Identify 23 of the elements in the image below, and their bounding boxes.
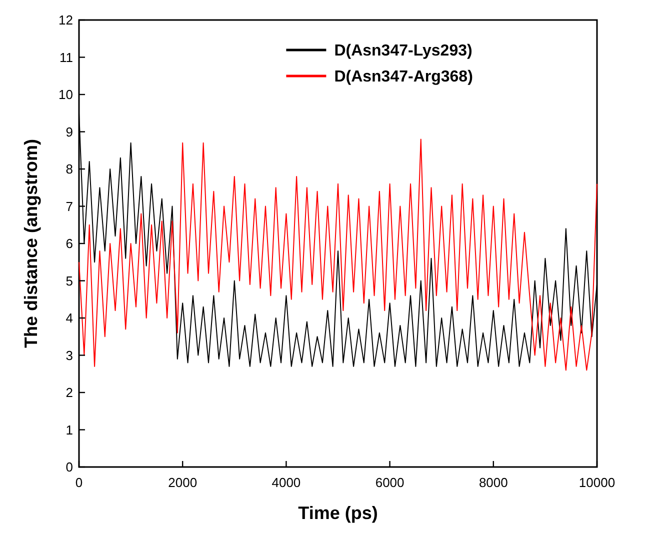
y-tick-label: 11 <box>60 50 73 65</box>
y-tick-label: 4 <box>66 310 73 326</box>
y-tick-label: 8 <box>66 162 73 177</box>
y-tick-label: 6 <box>66 236 73 252</box>
y-tick-label: 1 <box>66 422 73 438</box>
y-axis-title: The distance (angstrom) <box>21 138 41 348</box>
x-tick-label: 8000 <box>478 475 508 490</box>
y-tick-label: 2 <box>66 385 73 400</box>
x-tick-label: 2000 <box>168 475 198 490</box>
y-tick-label: 0 <box>66 460 73 475</box>
y-tick-label: 10 <box>58 87 73 102</box>
y-tick-label: 9 <box>66 124 73 140</box>
x-tick-label: 0 <box>75 475 83 490</box>
y-tick-label: 7 <box>66 198 73 214</box>
legend-label: D(Asn347-Arg368) <box>334 68 473 86</box>
legend-label: D(Asn347-Lys293) <box>334 42 472 60</box>
y-tick-label: 12 <box>58 12 73 28</box>
x-tick-label: 6000 <box>375 475 404 490</box>
y-tick-label: 5 <box>66 273 73 288</box>
y-tick-label: 3 <box>66 348 73 363</box>
x-axis-title: Time (ps) <box>298 503 378 523</box>
x-tick-label: 10000 <box>578 475 616 490</box>
x-tick-label: 4000 <box>272 475 301 490</box>
